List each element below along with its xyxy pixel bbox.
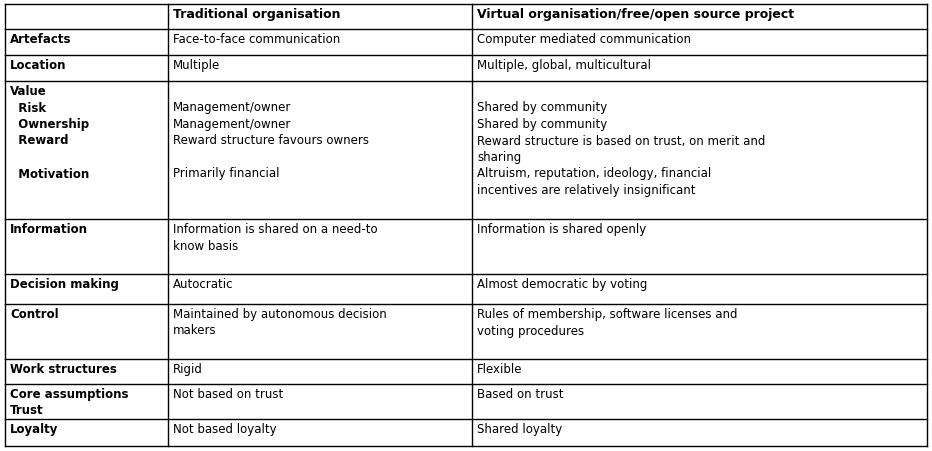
Text: Almost democratic by voting: Almost democratic by voting	[477, 277, 648, 290]
Text: Face-to-face communication: Face-to-face communication	[173, 33, 340, 46]
Text: Shared by community
Shared by community
Reward structure is based on trust, on m: Shared by community Shared by community …	[477, 85, 765, 197]
Text: Shared loyalty: Shared loyalty	[477, 422, 562, 435]
Text: Multiple: Multiple	[173, 59, 220, 72]
Text: Multiple, global, multicultural: Multiple, global, multicultural	[477, 59, 651, 72]
Text: Core assumptions
Trust: Core assumptions Trust	[10, 387, 129, 417]
Text: Rigid: Rigid	[173, 362, 203, 375]
Text: Autocratic: Autocratic	[173, 277, 234, 290]
Text: Computer mediated communication: Computer mediated communication	[477, 33, 691, 46]
Text: Location: Location	[10, 59, 66, 72]
Text: Information is shared on a need-to
know basis: Information is shared on a need-to know …	[173, 222, 377, 252]
Text: Not based on trust: Not based on trust	[173, 387, 283, 400]
Text: Traditional organisation: Traditional organisation	[173, 8, 340, 21]
Text: Decision making: Decision making	[10, 277, 119, 290]
Text: Maintained by autonomous decision
makers: Maintained by autonomous decision makers	[173, 307, 387, 337]
Text: Flexible: Flexible	[477, 362, 523, 375]
Text: Work structures: Work structures	[10, 362, 116, 375]
Text: Control: Control	[10, 307, 59, 320]
Text: Virtual organisation/free/open source project: Virtual organisation/free/open source pr…	[477, 8, 794, 21]
Text: Based on trust: Based on trust	[477, 387, 564, 400]
Text: Information is shared openly: Information is shared openly	[477, 222, 646, 235]
Text: Loyalty: Loyalty	[10, 422, 59, 435]
Text: Management/owner
Management/owner
Reward structure favours owners

Primarily fin: Management/owner Management/owner Reward…	[173, 85, 369, 180]
Text: Information: Information	[10, 222, 88, 235]
Text: Not based loyalty: Not based loyalty	[173, 422, 277, 435]
Text: Rules of membership, software licenses and
voting procedures: Rules of membership, software licenses a…	[477, 307, 737, 337]
Text: Artefacts: Artefacts	[10, 33, 72, 46]
Text: Value
  Risk
  Ownership
  Reward

  Motivation: Value Risk Ownership Reward Motivation	[10, 85, 89, 180]
